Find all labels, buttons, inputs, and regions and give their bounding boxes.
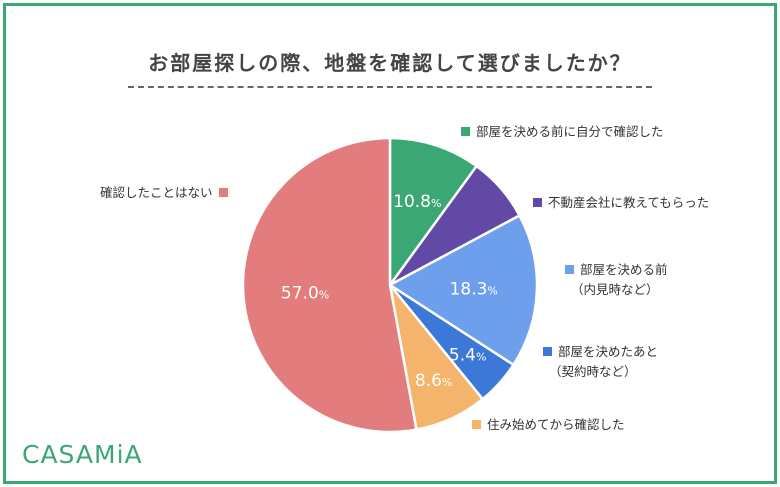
chart-title: お部屋探しの際、地盤を確認して選びましたか？ <box>148 51 632 75</box>
legend-item-before-decision: 部屋を決める前 （内見時など） <box>559 260 668 300</box>
slice-value-label: 8.6% <box>415 371 453 391</box>
slice-value-label: 57.0% <box>281 284 329 304</box>
legend-swatch <box>543 347 552 356</box>
slice-value-label: 10.8% <box>393 192 441 212</box>
legend-swatch <box>565 265 574 274</box>
legend-sublabel: （内見時など） <box>571 282 659 297</box>
legend-item-never-checked: 確認したことはない <box>100 183 234 203</box>
slice-value-label: 5.4% <box>449 346 487 366</box>
legend-sublabel: （契約時など） <box>549 364 637 379</box>
legend-item-realtor: 不動産会社に教えてもらった <box>527 193 709 213</box>
slice-value-label: 18.3% <box>450 279 498 299</box>
legend-item-after-moving: 住み始めてから確認した <box>466 415 625 435</box>
legend-swatch <box>218 188 228 197</box>
legend-label: 不動産会社に教えてもらった <box>548 195 710 210</box>
legend-label: 部屋を決めたあと <box>558 344 659 359</box>
pie-slice-2 <box>387 213 539 367</box>
legend-item-self-check: 部屋を決める前に自分で確認した <box>455 122 664 142</box>
casamia-logo: CASAMiA <box>22 440 143 469</box>
legend-label: 部屋を決める前 <box>580 262 668 277</box>
title-divider <box>128 86 652 88</box>
legend-swatch <box>461 127 470 136</box>
legend-swatch <box>472 420 481 429</box>
legend-label: 部屋を決める前に自分で確認した <box>476 124 664 139</box>
pie-slice-0 <box>388 136 479 289</box>
legend-label: 住み始めてから確認した <box>487 417 625 432</box>
legend-swatch <box>533 198 542 207</box>
pie-slice-5 <box>241 136 418 434</box>
legend-item-after-decision: 部屋を決めたあと （契約時など） <box>537 342 658 382</box>
legend-label: 確認したことはない <box>100 185 213 200</box>
